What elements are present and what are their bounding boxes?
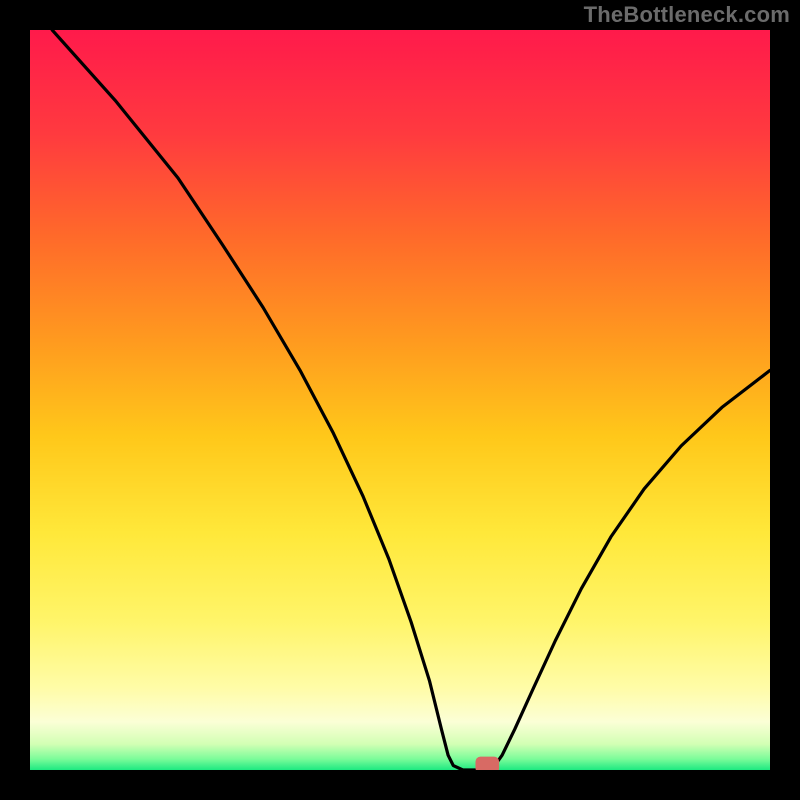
- gradient-background: [30, 30, 770, 770]
- bottleneck-chart: [30, 30, 770, 770]
- chart-frame: TheBottleneck.com: [0, 0, 800, 800]
- optimum-marker: [475, 757, 499, 770]
- watermark-text: TheBottleneck.com: [584, 2, 790, 28]
